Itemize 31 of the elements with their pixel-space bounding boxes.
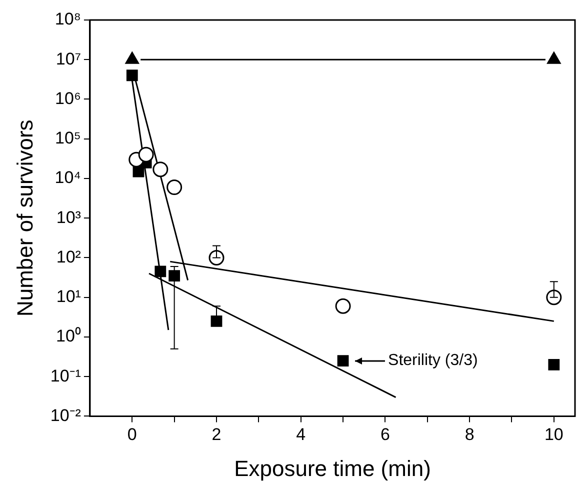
- y-axis-title: Number of survivors: [12, 120, 38, 317]
- y-tick-label: 10⁴: [54, 168, 81, 188]
- x-tick-label: 0: [127, 425, 137, 444]
- x-tick-label: 6: [380, 425, 390, 444]
- point: [208, 250, 224, 266]
- y-tick-label: 10¹: [56, 287, 82, 306]
- x-tick-label: 8: [464, 425, 474, 444]
- point: [126, 70, 138, 82]
- y-tick-label: 10³: [56, 208, 82, 227]
- point: [154, 266, 166, 278]
- x-tick-label: 4: [296, 425, 306, 444]
- x-axis-title: Exposure time (min): [234, 456, 431, 481]
- point: [168, 270, 180, 282]
- x-tick-label: 2: [212, 425, 222, 444]
- y-tick-label: 10⁻²: [50, 406, 82, 425]
- y-tick-label: 10⁷: [56, 49, 81, 68]
- point: [546, 290, 562, 306]
- y-tick-label: 10⁵: [55, 128, 81, 148]
- y-tick-label: 10⁶: [55, 88, 81, 108]
- annotation: Sterility (3/3): [388, 352, 478, 370]
- y-tick-label: 10⁻¹: [50, 366, 82, 386]
- point: [337, 355, 349, 367]
- x-tick-label: 10: [544, 425, 564, 444]
- point: [335, 298, 351, 314]
- point: [548, 358, 560, 370]
- y-tick-label: 10²: [56, 247, 82, 266]
- point: [138, 146, 154, 162]
- y-tick-label: 10⁰: [56, 326, 81, 346]
- y-tick-label: 10⁸: [54, 10, 81, 29]
- point: [166, 180, 182, 196]
- point: [152, 162, 168, 178]
